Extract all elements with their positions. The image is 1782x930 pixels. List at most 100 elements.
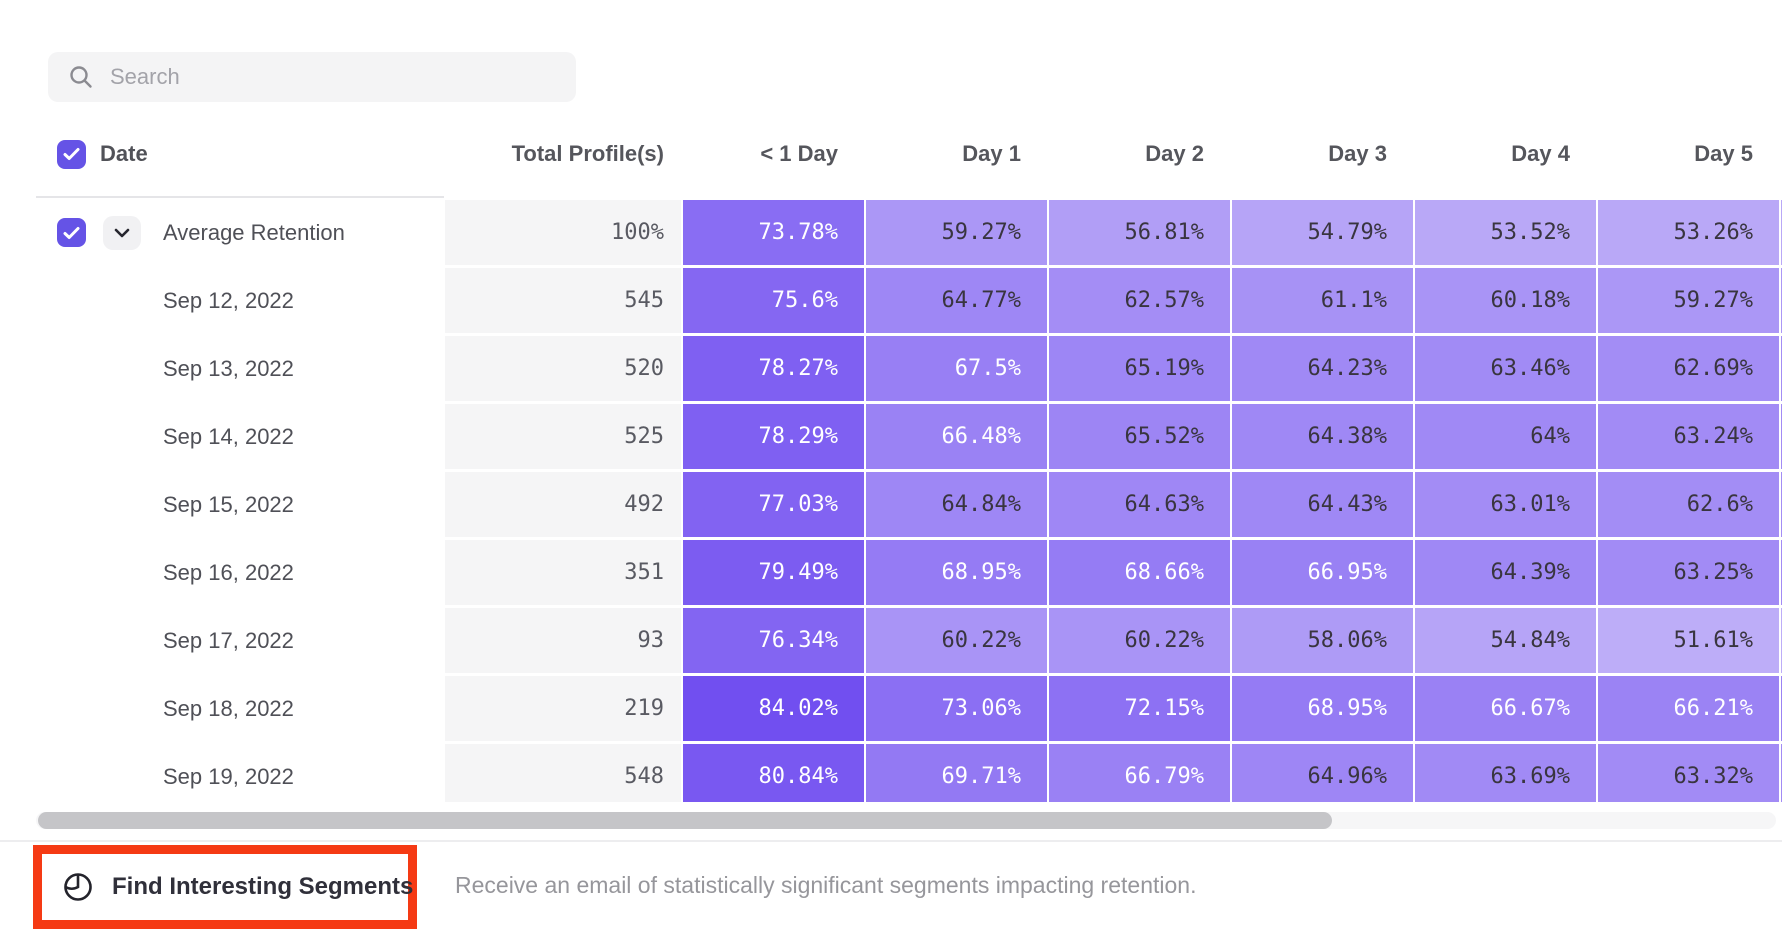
retention-cell[interactable]: 64.63% <box>1049 472 1230 537</box>
search-bar <box>48 52 576 102</box>
retention-cell[interactable]: 67.5% <box>866 336 1047 401</box>
horizontal-scrollbar-track <box>36 812 1776 829</box>
find-interesting-segments-label: Find Interesting Segments <box>112 873 414 900</box>
retention-cell[interactable]: 66.79% <box>1049 744 1230 802</box>
total-profiles-cell: 492 <box>445 472 681 537</box>
row-label-cell: Sep 12, 2022 <box>0 268 445 333</box>
column-header-day0: < 1 Day <box>760 141 838 166</box>
row-checkbox[interactable] <box>57 218 86 247</box>
retention-cell[interactable]: 68.66% <box>1049 540 1230 605</box>
retention-cell[interactable]: 79.49% <box>683 540 864 605</box>
column-header-day4: Day 4 <box>1511 141 1570 166</box>
retention-cell[interactable]: 64.96% <box>1232 744 1413 802</box>
retention-cell[interactable]: 64.43% <box>1232 472 1413 537</box>
table-row: Sep 16, 2022 351 79.49% 68.95% 68.66% 66.95% 6… <box>0 540 1782 608</box>
retention-cell[interactable]: 76.34% <box>683 608 864 673</box>
column-header-day2: Day 2 <box>1145 141 1204 166</box>
retention-cell[interactable]: 77.03% <box>683 472 864 537</box>
column-header-total: Total Profile(s) <box>511 141 664 166</box>
retention-cell[interactable]: 64% <box>1415 404 1596 469</box>
retention-cell[interactable]: 66.95% <box>1232 540 1413 605</box>
retention-cell[interactable]: 63.69% <box>1415 744 1596 802</box>
table-row: Sep 15, 2022 492 77.03% 64.84% 64.63% 64.43% 6… <box>0 472 1782 540</box>
table-header-row: Date Total Profile(s) < 1 Day Day 1 Day … <box>0 126 1782 182</box>
retention-cell[interactable]: 59.27% <box>866 200 1047 265</box>
retention-cell[interactable]: 53.52% <box>1415 200 1596 265</box>
retention-cell[interactable]: 84.02% <box>683 676 864 741</box>
table-row: Sep 12, 2022 545 75.6% 64.77% 62.57% 61.1% 60.… <box>0 268 1782 336</box>
row-label-cell: Sep 19, 2022 <box>0 744 445 802</box>
segment-icon <box>64 873 92 901</box>
retention-cell[interactable]: 54.84% <box>1415 608 1596 673</box>
retention-cell[interactable]: 68.95% <box>1232 676 1413 741</box>
table-row: Sep 18, 2022 219 84.02% 73.06% 72.15% 68.95% 6… <box>0 676 1782 744</box>
retention-cell[interactable]: 72.15% <box>1049 676 1230 741</box>
total-profiles-cell: 100% <box>445 200 681 265</box>
row-label: Sep 16, 2022 <box>163 559 294 585</box>
retention-cell[interactable]: 66.67% <box>1415 676 1596 741</box>
total-profiles-cell: 548 <box>445 744 681 802</box>
retention-cell[interactable]: 64.39% <box>1415 540 1596 605</box>
header-date-cell: Date <box>0 139 445 169</box>
find-interesting-segments-button[interactable]: Find Interesting Segments <box>42 871 413 903</box>
retention-cell[interactable]: 68.95% <box>866 540 1047 605</box>
retention-cell[interactable]: 62.69% <box>1598 336 1779 401</box>
total-profiles-cell: 520 <box>445 336 681 401</box>
retention-cell[interactable]: 51.61% <box>1598 608 1779 673</box>
retention-cell[interactable]: 63.01% <box>1415 472 1596 537</box>
column-header-day3: Day 3 <box>1328 141 1387 166</box>
retention-cell[interactable]: 66.21% <box>1598 676 1779 741</box>
retention-cell[interactable]: 78.29% <box>683 404 864 469</box>
retention-cell[interactable]: 63.32% <box>1598 744 1779 802</box>
row-label: Sep 14, 2022 <box>163 423 294 449</box>
total-profiles-cell: 525 <box>445 404 681 469</box>
retention-cell[interactable]: 65.19% <box>1049 336 1230 401</box>
retention-cell[interactable]: 59.27% <box>1598 268 1779 333</box>
retention-cell[interactable]: 56.81% <box>1049 200 1230 265</box>
row-label: Sep 15, 2022 <box>163 491 294 517</box>
retention-cell[interactable]: 61.1% <box>1232 268 1413 333</box>
retention-cell[interactable]: 62.6% <box>1598 472 1779 537</box>
retention-cell[interactable]: 60.18% <box>1415 268 1596 333</box>
retention-cell[interactable]: 54.79% <box>1232 200 1413 265</box>
retention-cell[interactable]: 69.71% <box>866 744 1047 802</box>
search-input[interactable] <box>110 64 556 90</box>
retention-cell[interactable]: 73.06% <box>866 676 1047 741</box>
retention-cell[interactable]: 60.22% <box>866 608 1047 673</box>
row-label: Sep 17, 2022 <box>163 627 294 653</box>
select-all-checkbox[interactable] <box>57 139 86 169</box>
footer-divider <box>0 840 1782 842</box>
expand-collapse-button[interactable] <box>103 215 141 250</box>
retention-cell[interactable]: 66.48% <box>866 404 1047 469</box>
total-profiles-cell: 351 <box>445 540 681 605</box>
retention-cell[interactable]: 64.38% <box>1232 404 1413 469</box>
retention-cell[interactable]: 78.27% <box>683 336 864 401</box>
retention-cell[interactable]: 63.24% <box>1598 404 1779 469</box>
retention-cell[interactable]: 65.52% <box>1049 404 1230 469</box>
total-profiles-cell: 545 <box>445 268 681 333</box>
column-header-date: Date <box>100 141 148 166</box>
retention-cell[interactable]: 53.26% <box>1598 200 1779 265</box>
retention-cell[interactable]: 64.23% <box>1232 336 1413 401</box>
table-row: Sep 14, 2022 525 78.29% 66.48% 65.52% 64.38% 6… <box>0 404 1782 472</box>
retention-cell[interactable]: 63.46% <box>1415 336 1596 401</box>
retention-cell[interactable]: 80.84% <box>683 744 864 802</box>
column-header-day1: Day 1 <box>962 141 1021 166</box>
row-label-cell: Sep 17, 2022 <box>0 608 445 673</box>
horizontal-scrollbar-thumb[interactable] <box>38 812 1332 829</box>
retention-cell[interactable]: 75.6% <box>683 268 864 333</box>
row-label-cell: Sep 16, 2022 <box>0 540 445 605</box>
row-label: Sep 18, 2022 <box>163 695 294 721</box>
red-annotation-rectangle: Find Interesting Segments <box>33 845 417 929</box>
retention-cell[interactable]: 60.22% <box>1049 608 1230 673</box>
retention-table-body: Average Retention 100% 73.78% 59.27% 56.81% 5… <box>0 200 1782 802</box>
retention-cell[interactable]: 64.77% <box>866 268 1047 333</box>
retention-cell[interactable]: 64.84% <box>866 472 1047 537</box>
footer-description: Receive an email of statistically signif… <box>455 872 1197 898</box>
retention-cell[interactable]: 73.78% <box>683 200 864 265</box>
retention-cell[interactable]: 63.25% <box>1598 540 1779 605</box>
row-label-cell: Sep 13, 2022 <box>0 336 445 401</box>
retention-cell[interactable]: 62.57% <box>1049 268 1230 333</box>
table-row: Average Retention 100% 73.78% 59.27% 56.81% 5… <box>0 200 1782 268</box>
retention-cell[interactable]: 58.06% <box>1232 608 1413 673</box>
